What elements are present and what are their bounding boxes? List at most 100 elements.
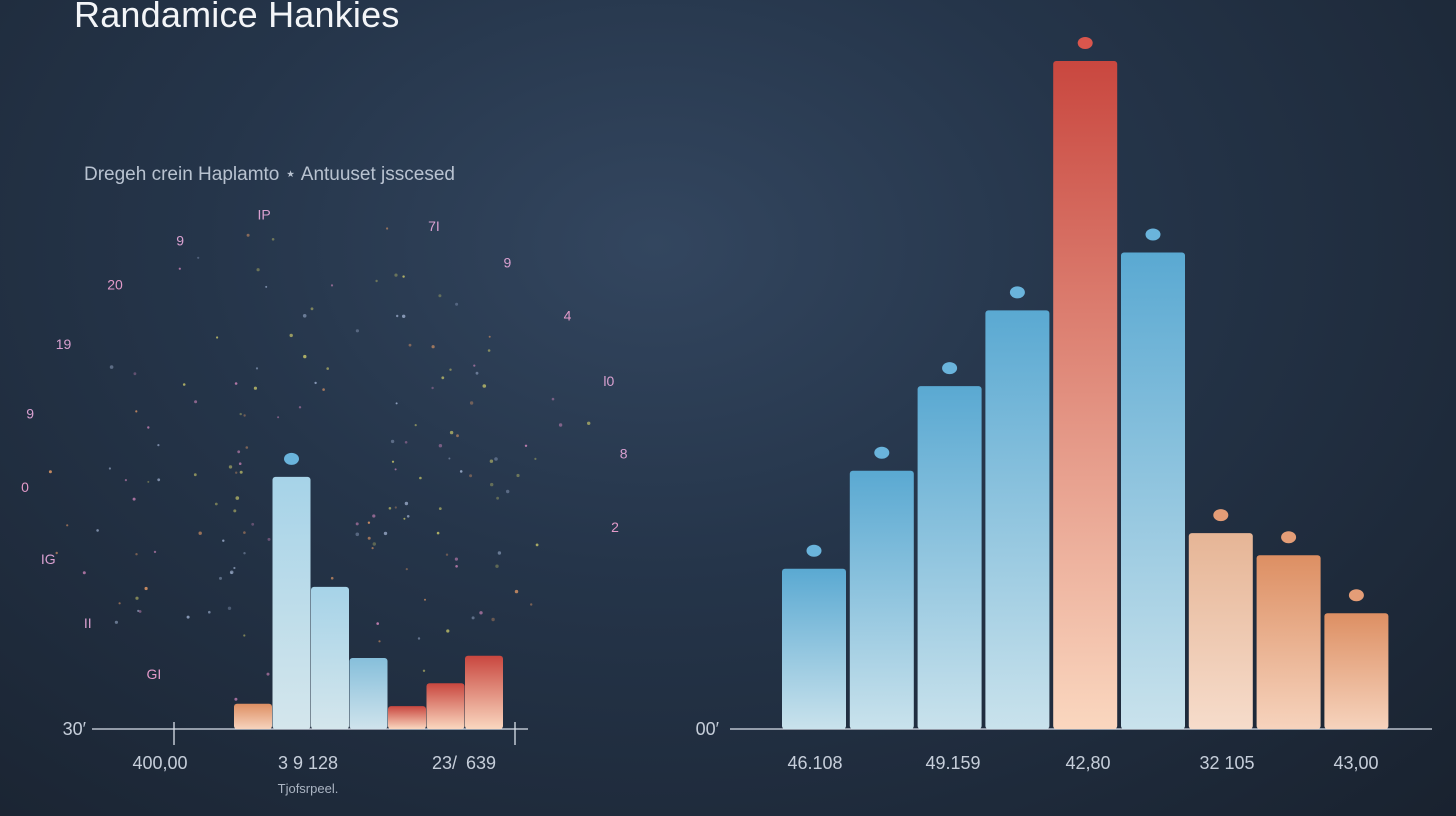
- scatter-dot: [114, 620, 118, 624]
- scatter-dot: [245, 446, 249, 449]
- scatter-dot: [402, 275, 405, 278]
- scatter-dot: [265, 285, 268, 288]
- chart-title: Randamice Hankies: [74, 0, 400, 35]
- scatter-dot: [530, 603, 533, 606]
- scatter-dot: [490, 482, 494, 487]
- scatter-dot: [330, 576, 334, 580]
- scatter-dot: [414, 424, 417, 427]
- scatter-dot: [456, 434, 459, 438]
- bar: [849, 470, 914, 729]
- x-axis-label: Tjofsrpeel.: [278, 781, 339, 796]
- scatter-dot: [376, 622, 380, 625]
- scatter-dot: [222, 539, 225, 542]
- x-tick-label: 42,80: [1065, 753, 1110, 773]
- scatter-dot: [438, 294, 442, 298]
- x-tick-label: 23/ 639: [432, 753, 496, 773]
- scatter-dot: [372, 514, 376, 518]
- bar: [1256, 555, 1321, 729]
- scatter-dot: [371, 547, 374, 550]
- scatter-dot: [422, 669, 426, 672]
- scatter-dot: [96, 529, 99, 532]
- scatter-dot: [178, 267, 181, 270]
- bar: [917, 386, 982, 729]
- scatter-dot: [383, 531, 388, 536]
- ring-label: 4: [564, 308, 572, 324]
- right-bar-chart: 00′ 46.108 49.159 42,80 32 105 43,00: [696, 37, 1432, 773]
- x-tick-label: 400,00: [132, 753, 187, 773]
- bar: [311, 586, 349, 729]
- bar-marker: [1348, 589, 1364, 602]
- scatter-dot: [394, 468, 397, 471]
- scatter-dot: [394, 273, 398, 277]
- scatter-dot: [436, 531, 440, 535]
- scatter-dot: [109, 365, 114, 369]
- scatter-dot: [497, 551, 502, 555]
- scatter-dot: [394, 506, 397, 509]
- ring-label: 9: [504, 255, 512, 271]
- scatter-dot: [551, 397, 555, 401]
- scatter-dot: [386, 227, 389, 230]
- scatter-dot: [516, 473, 520, 478]
- scatter-dot: [298, 406, 302, 409]
- scatter-dot: [506, 489, 510, 494]
- scatter-dot: [132, 497, 136, 501]
- scatter-dot: [445, 553, 449, 556]
- scatter-dot: [229, 570, 234, 575]
- ring-label: IG: [41, 551, 56, 567]
- scatter-dot: [475, 371, 479, 375]
- bar-marker: [1213, 509, 1229, 522]
- bar-marker: [1145, 228, 1161, 241]
- scatter-dot: [372, 542, 376, 546]
- scatter-dot: [108, 467, 111, 470]
- scatter-dot: [255, 367, 259, 370]
- scatter-dot: [133, 372, 137, 376]
- scatter-dot: [219, 576, 222, 580]
- scatter-dot: [314, 381, 317, 385]
- scatter-dot: [405, 568, 408, 571]
- scatter-dot: [388, 507, 392, 510]
- scatter-dot: [431, 386, 434, 390]
- scatter-dot: [488, 335, 491, 338]
- scatter-dot: [404, 441, 408, 444]
- scatter-dot: [431, 345, 435, 349]
- scatter-dot: [266, 672, 270, 676]
- scatter-dot: [310, 307, 314, 311]
- ring-label: l0: [603, 373, 614, 389]
- scatter-dot: [289, 333, 293, 338]
- scatter-dot: [469, 401, 474, 405]
- scatter-dot: [496, 496, 499, 500]
- scatter-dot: [471, 616, 475, 620]
- scatter-dot: [157, 444, 160, 447]
- ring-label: 9: [26, 405, 34, 421]
- bar-marker: [284, 452, 299, 465]
- scatter-dot: [235, 471, 238, 474]
- scatter-dot: [487, 349, 491, 352]
- scatter-dot: [449, 368, 452, 371]
- scatter-dot: [157, 478, 161, 482]
- scatter-dot: [482, 384, 487, 388]
- bar-marker: [874, 446, 890, 459]
- scatter-dot: [489, 459, 494, 463]
- scatter-dot: [235, 496, 240, 500]
- scatter-dot: [322, 388, 325, 391]
- scatter-dot: [367, 536, 371, 540]
- y-tick-label: 30′: [63, 719, 87, 739]
- scatter-dot: [239, 470, 243, 474]
- x-tick-label: 43,00: [1333, 753, 1378, 773]
- scatter-dot: [216, 336, 219, 339]
- scatter-dot: [233, 509, 237, 513]
- bar: [1053, 61, 1118, 729]
- bar: [349, 658, 388, 729]
- scatter-dot: [214, 502, 218, 506]
- bar: [985, 310, 1050, 729]
- scatter-dot: [367, 521, 371, 524]
- scatter-dot: [355, 329, 359, 333]
- scatter-dot: [271, 238, 275, 241]
- scatter-dot: [135, 596, 139, 600]
- y-tick-label: 00′: [696, 719, 720, 739]
- bar: [426, 683, 465, 729]
- scatter-dot: [438, 444, 443, 448]
- scatter-dot: [417, 637, 421, 640]
- scatter-dot: [524, 444, 528, 447]
- scatter-dot: [302, 314, 307, 318]
